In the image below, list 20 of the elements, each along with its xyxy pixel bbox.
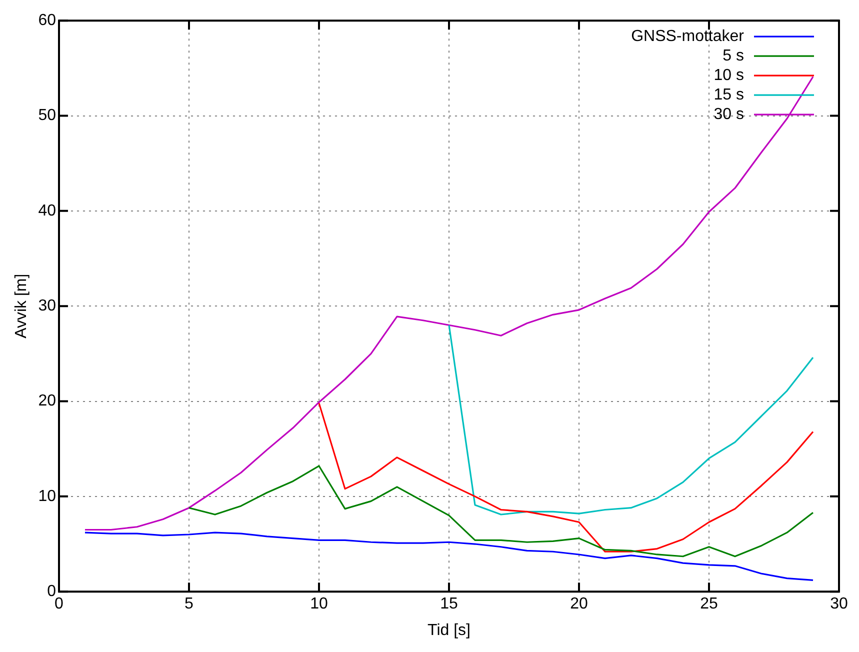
y-axis-title: Avvik [m] [13,274,30,338]
legend-label: 30 s [714,106,744,124]
y-tick-label: 0 [47,583,56,600]
x-axis-title: Tid [s] [428,622,470,639]
x-tick-label: 10 [310,596,328,613]
y-tick-label: 40 [38,202,56,220]
y-tick-label: 30 [38,298,56,315]
x-tick-label: 30 [830,596,848,613]
y-tick-label: 10 [38,488,56,505]
legend-label: GNSS-mottaker [631,28,745,46]
legend-label: 5 s [722,48,744,65]
x-tick-label: 25 [700,596,718,613]
legend-label: 10 s [714,67,744,84]
y-tick-label: 60 [38,12,56,30]
x-tick-label: 20 [570,596,588,613]
legend-label: 15 s [714,86,744,104]
y-tick-label: 20 [38,392,56,410]
x-tick-label: 15 [440,596,458,613]
y-tick-label: 50 [38,107,56,124]
x-tick-label: 5 [184,596,194,613]
